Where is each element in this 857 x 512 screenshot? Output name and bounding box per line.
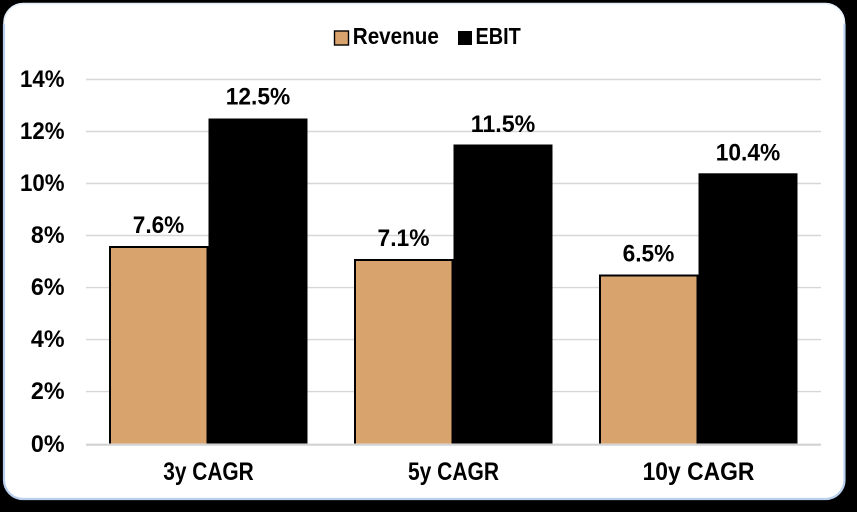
svg-text:7.6%: 7.6% bbox=[133, 212, 185, 239]
svg-text:EBIT: EBIT bbox=[476, 23, 521, 49]
svg-text:10y CAGR: 10y CAGR bbox=[643, 458, 755, 486]
svg-text:12.5%: 12.5% bbox=[226, 84, 291, 111]
svg-text:8%: 8% bbox=[31, 222, 65, 249]
svg-text:14%: 14% bbox=[20, 66, 65, 93]
svg-text:7.1%: 7.1% bbox=[378, 225, 430, 252]
svg-text:0%: 0% bbox=[31, 431, 65, 458]
svg-text:4%: 4% bbox=[31, 326, 65, 353]
svg-text:12%: 12% bbox=[20, 118, 65, 145]
svg-text:5y CAGR: 5y CAGR bbox=[408, 458, 499, 486]
svg-text:11.5%: 11.5% bbox=[471, 111, 536, 138]
svg-text:3y CAGR: 3y CAGR bbox=[163, 458, 254, 486]
svg-text:Revenue: Revenue bbox=[353, 23, 439, 49]
svg-text:10.4%: 10.4% bbox=[716, 139, 781, 166]
svg-text:10%: 10% bbox=[20, 170, 65, 197]
svg-text:2%: 2% bbox=[31, 378, 65, 405]
svg-text:6%: 6% bbox=[31, 274, 65, 301]
svg-text:6.5%: 6.5% bbox=[623, 241, 675, 268]
